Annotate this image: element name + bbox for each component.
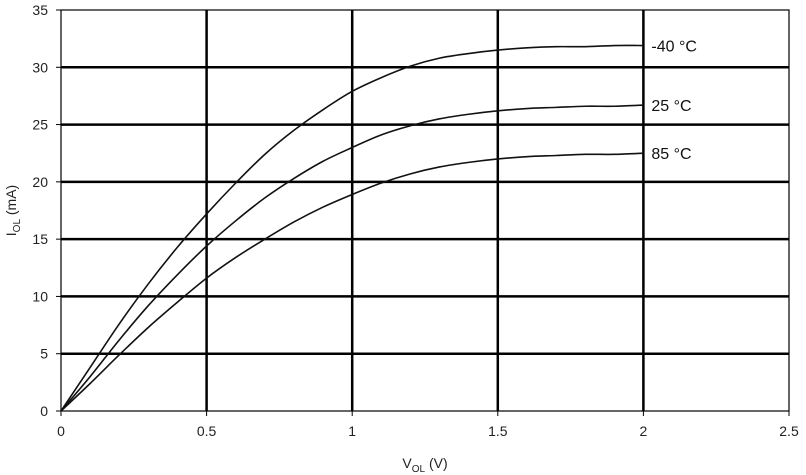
grid [61, 10, 789, 411]
x-tick-label: 2.5 [779, 423, 799, 439]
series-label: 85 °C [651, 146, 691, 163]
y-axis-title-sub: OL [12, 219, 23, 233]
series-line-1 [60, 104, 644, 412]
y-tick-label: 5 [40, 346, 48, 362]
x-axis-title: VOL (V) [402, 455, 447, 475]
y-axis-title-main: I [3, 232, 19, 236]
x-axis-title-unit: (V) [425, 455, 448, 471]
plot-frame [60, 9, 790, 412]
series-line-2 [60, 152, 644, 412]
y-tick-label: 10 [32, 288, 48, 304]
series-labels: -40 °C 25 °C 85 °C [651, 39, 697, 164]
series-line-0 [60, 44, 644, 412]
series-label: 25 °C [651, 98, 691, 115]
series [60, 44, 644, 412]
y-tick-label: 0 [40, 403, 48, 419]
y-tick-label: 30 [32, 59, 48, 75]
y-axis-title-unit: (mA) [3, 185, 19, 219]
series-label: -40 °C [651, 39, 697, 56]
y-tick-label: 15 [32, 231, 48, 247]
x-axis-title-main: V [402, 455, 412, 471]
y-axis-title: IOL (mA) [3, 185, 23, 236]
x-axis-ticks: 0 0.5 1 1.5 2 2.5 [57, 411, 799, 439]
y-tick-label: 20 [32, 174, 48, 190]
y-axis-ticks: 0 5 10 15 20 25 30 35 [32, 2, 61, 419]
x-tick-label: 0 [57, 423, 65, 439]
x-tick-label: 1.5 [488, 423, 508, 439]
x-tick-label: 0.5 [197, 423, 217, 439]
y-tick-label: 35 [32, 2, 48, 18]
x-tick-label: 1 [348, 423, 356, 439]
x-tick-label: 2 [640, 423, 648, 439]
x-axis-title-sub: OL [412, 464, 426, 475]
y-tick-label: 25 [32, 117, 48, 133]
